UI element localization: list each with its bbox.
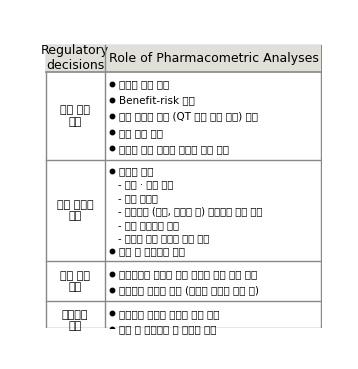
Text: 허가 기준 개발: 허가 기준 개발 xyxy=(119,128,163,138)
Text: 투여법 개발: 투여법 개발 xyxy=(119,166,154,176)
Text: 경고 및 주의사항 제공: 경고 및 주의사항 제공 xyxy=(119,246,185,256)
Text: - 특수계층 (소아, 신부전 등) 환자군의 용량 평가: - 특수계층 (소아, 신부전 등) 환자군의 용량 평가 xyxy=(117,206,262,216)
Text: 규제정책
관련: 규제정책 관련 xyxy=(62,310,88,331)
Text: 지침 내 권장사항 간 차이점 비교: 지침 내 권장사항 간 차이점 비교 xyxy=(119,324,217,334)
Text: 특수 안전성 시험 (QT 간격 연장 시험) 평가: 특수 안전성 시험 (QT 간격 연장 시험) 평가 xyxy=(119,112,258,122)
Text: Benefit-risk 평가: Benefit-risk 평가 xyxy=(119,96,195,106)
Text: - 시간에 따른 효과의 변화 설명: - 시간에 따른 효과의 변화 설명 xyxy=(117,233,209,243)
Text: 약물 개발
관련: 약물 개발 관련 xyxy=(60,270,90,292)
Text: - 용량 · 용법 설정: - 용량 · 용법 설정 xyxy=(117,180,173,190)
Text: 동등성 시험 실패의 임상적 의미 평가: 동등성 시험 실패의 임상적 의미 평가 xyxy=(119,144,229,154)
Text: 생물학적 동등성 시험의 기준 마련: 생물학적 동등성 시험의 기준 마련 xyxy=(119,309,220,319)
Text: Regulatory
decisions: Regulatory decisions xyxy=(41,44,109,72)
Text: - 용량 개별화: - 용량 개별화 xyxy=(117,193,158,203)
Text: 약물 설명서
관련: 약물 설명서 관련 xyxy=(57,200,93,221)
Text: Role of Pharmacometric Analyses: Role of Pharmacometric Analyses xyxy=(109,52,319,65)
Text: 임상시험에 사용될 약물 용량과 노출 범위 설정: 임상시험에 사용될 약물 용량과 노출 범위 설정 xyxy=(119,269,257,279)
Text: - 약물 상호작용 평가: - 약물 상호작용 평가 xyxy=(117,220,179,230)
Text: 임상시험 디자인 설계 (최적의 샘플링 방법 등): 임상시험 디자인 설계 (최적의 샘플링 방법 등) xyxy=(119,285,259,295)
Text: 약물 허가
관련: 약물 허가 관련 xyxy=(60,105,90,127)
Text: 약효의 근거 제공: 약효의 근거 제공 xyxy=(119,80,169,90)
Bar xyxy=(46,45,321,72)
